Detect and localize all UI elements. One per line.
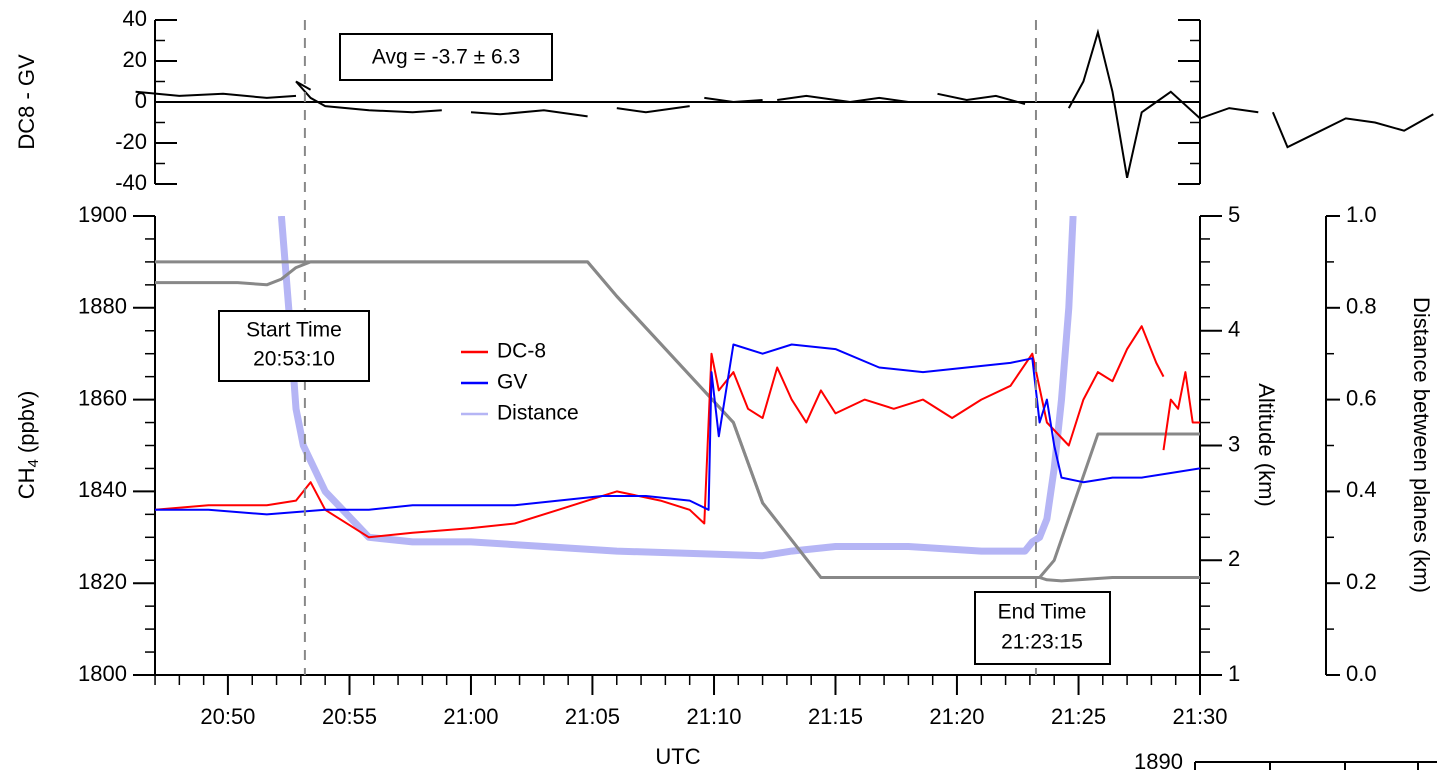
series-dc-8-tail [1162,371,1200,451]
xtick-label: 21:15 [808,704,863,729]
top-ytick-label: -20 [115,129,147,154]
top-ytick-label: 0 [135,88,147,113]
distance-ytick-label: 0.4 [1346,477,1377,502]
main-data-layer [155,216,1200,583]
difference-series-segment [135,90,297,99]
ch4-ytick-label: 1800 [78,661,127,686]
avg-annotation-text: Avg = -3.7 ± 6.3 [372,46,520,69]
ch4-ytick-label: 1840 [78,477,127,502]
top-ytick-label: 40 [123,6,147,31]
avg-annotation: Avg = -3.7 ± 6.3 [339,33,553,81]
series-altitude-gv [155,260,1200,583]
xtick-label: 21:05 [565,704,620,729]
ch4-ytick-label: 1900 [78,202,127,227]
end-time-box: End Time 21:23:15 [974,591,1111,665]
xtick-label: 20:55 [322,704,377,729]
difference-series-segment [1271,111,1434,149]
legend-label: Distance [497,402,579,425]
xtick-label: 21:25 [1051,704,1106,729]
distance-ytick-label: 0.2 [1346,569,1377,594]
altitude-axis-label: Altitude (km) [1254,383,1279,506]
top-y-axis-label: DC8 - GV [14,54,39,150]
altitude-ytick-label: 3 [1228,431,1240,456]
difference-series-segment [616,105,690,114]
series-dc-8 [155,325,1165,539]
altitude-ytick-label: 2 [1228,546,1240,571]
difference-series-segment [937,92,1026,105]
legend-label: GV [497,371,527,394]
xtick-label: 20:50 [200,704,255,729]
start-time-rect [218,310,370,382]
difference-series-segment [704,96,763,104]
legend: DC-8 GV Distance [451,322,606,434]
xtick-label: 21:10 [686,704,741,729]
xtick-label: 21:00 [443,704,498,729]
inset-ytick-label: 1890 [1134,749,1183,770]
distance-ytick-label: 0.8 [1346,294,1377,319]
ch4-ytick-label: 1860 [78,385,127,410]
xtick-label: 21:30 [1172,704,1227,729]
difference-series-segment [295,80,442,114]
series-distance [277,216,1077,560]
series-gv [155,343,1200,516]
ch4-ytick-label: 1880 [78,294,127,319]
start-time-value: 20:53:10 [253,348,335,371]
ch4-y-axis-label: CH4 (ppbv) [14,391,42,500]
inset-corner-panel: 1890 [1134,749,1437,770]
end-time-title: End Time [998,601,1087,624]
xtick-label: 21:20 [929,704,984,729]
difference-series-segment [470,109,588,118]
distance-ytick-label: 0.6 [1346,385,1377,410]
end-time-rect [974,591,1111,665]
avg-annotation-box [339,33,553,81]
legend-label: DC-8 [497,340,546,363]
legend-bg [451,322,606,434]
distance-axis-panel: 1.0 0.8 0.6 0.4 0.2 0.0 Distance between plane… [1325,202,1434,686]
end-time-value: 21:23:15 [1001,631,1083,654]
altitude-ytick-label: 1 [1228,661,1240,686]
ch4-panel: 1900 1880 1860 1840 1820 1800 5 4 3 2 1 20:50 20:55 2… [14,20,1279,769]
start-time-box: Start Time 20:53:10 [218,310,370,382]
top-ytick-label: 20 [123,47,147,72]
ch4-ytick-label: 1820 [78,569,127,594]
altitude-ytick-label: 5 [1228,202,1240,227]
distance-ytick-label: 1.0 [1346,202,1377,227]
difference-panel: 40 20 0 -20 -40 DC8 - GV Avg = -3.7 ± 6.3 [14,6,1434,195]
distance-axis-label: Distance between planes (km) [1409,297,1434,593]
top-ytick-label: -40 [115,170,147,195]
difference-series-segment [777,94,909,104]
x-axis-label: UTC [655,744,700,769]
distance-ytick-label: 0.0 [1346,661,1377,686]
difference-series-segment [1067,28,1259,179]
altitude-ytick-label: 4 [1228,317,1240,342]
start-time-title: Start Time [246,319,342,342]
